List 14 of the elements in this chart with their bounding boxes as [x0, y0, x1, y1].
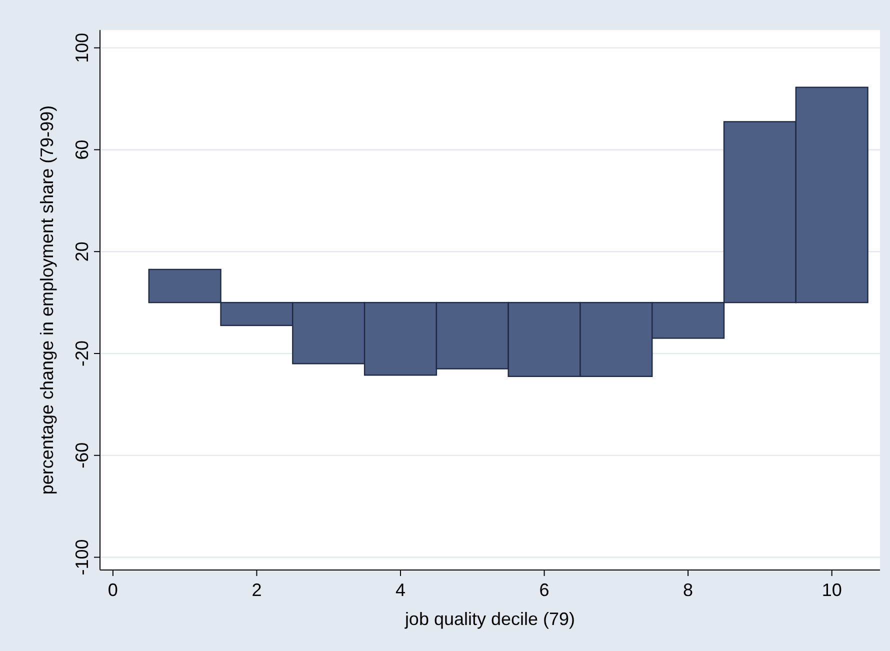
y-tick-label: -100: [72, 539, 92, 576]
y-axis-title: percentage change in employment share (79-99): [37, 105, 57, 495]
y-tick-label: 100: [72, 32, 92, 63]
y-tick-label: 20: [72, 242, 92, 262]
x-tick-label: 4: [395, 580, 406, 600]
x-tick-label: 10: [822, 580, 842, 600]
x-tick-label: 8: [683, 580, 694, 600]
y-tick-label: -20: [72, 340, 92, 366]
y-tick-label: 60: [72, 140, 92, 160]
x-axis-title: job quality decile (79): [404, 609, 576, 629]
y-tick-label: -60: [72, 442, 92, 468]
x-tick-label: 0: [108, 580, 118, 600]
x-tick-label: 6: [539, 580, 550, 600]
x-tick-label: 2: [252, 580, 262, 600]
